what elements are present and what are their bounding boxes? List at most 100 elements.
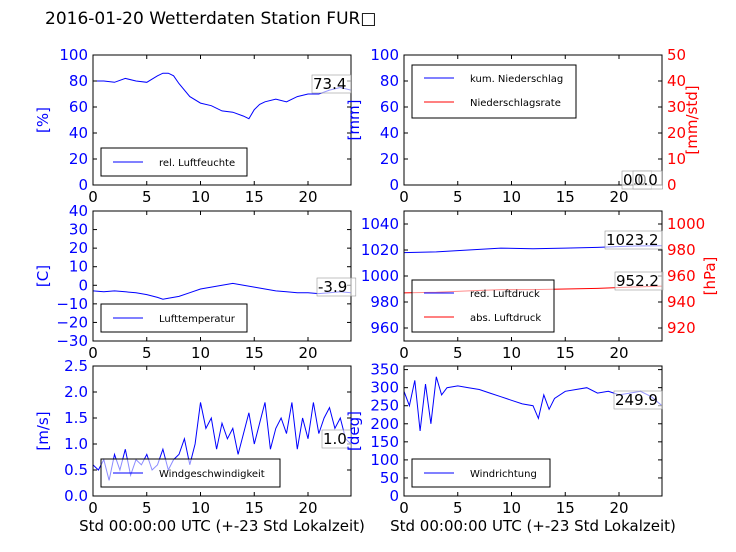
- y-tick-label: 20: [69, 239, 88, 257]
- value-annotation-box: [311, 74, 352, 94]
- value-annotation: -3.9: [318, 278, 347, 296]
- value-annotation: 1023.2: [606, 231, 659, 249]
- y2-tick-label: 980: [667, 241, 696, 259]
- x-tick-label: 20: [609, 188, 628, 206]
- y-tick-label: 10: [69, 258, 88, 276]
- y-tick-label: 80: [380, 72, 399, 90]
- value-annotation-box: [614, 271, 664, 291]
- value-annotation-box: [316, 277, 357, 297]
- legend: kum. Niederschlag Niederschlagsrate: [411, 64, 577, 119]
- x-tick-label: 10: [502, 499, 521, 517]
- value-annotation-box: [613, 390, 663, 410]
- y-tick-label: 960: [370, 319, 399, 337]
- legend-label: red. Luftdruck: [470, 289, 540, 300]
- y-tick-label: 1.0: [64, 435, 88, 453]
- chart-precip: 0 5 10 15 20 0 20 40 60 80 100 0 10 20 30 40 50 [mm] [mm/s…: [345, 46, 701, 206]
- value-annotation: 249.9: [615, 391, 658, 409]
- legend-label: Niederschlagsrate: [470, 98, 561, 109]
- y-tick-label: 0: [389, 487, 399, 505]
- y-tick-label: 40: [69, 124, 88, 142]
- y-tick-label: 1020: [361, 241, 399, 259]
- legend: red. Luftdruck abs. Luftdruck: [411, 279, 555, 333]
- y-tick-label: 1040: [361, 215, 399, 233]
- y-tick-label: 60: [69, 98, 88, 116]
- x-tick-label: 15: [556, 188, 575, 206]
- legend-box: [411, 279, 555, 333]
- x-tick-label: 0: [399, 188, 409, 206]
- plot-frame: [92, 210, 352, 342]
- x-tick-label: 5: [453, 188, 463, 206]
- y-tick-label: 980: [370, 293, 399, 311]
- y2-tick-label: 20: [667, 124, 686, 142]
- x-tick-label: 10: [502, 188, 521, 206]
- y-tick-label: −30: [56, 332, 88, 350]
- series-line-humidity-0: [93, 72, 351, 120]
- value-annotation: 1.0: [323, 430, 347, 448]
- y-axis-label: [mm]: [345, 100, 363, 141]
- figure-title: 2016-01-20 Wetterdaten Station FUR□: [45, 9, 377, 29]
- x-tick-label: 20: [298, 344, 317, 362]
- value-annotation: 73.4: [313, 75, 346, 93]
- x-tick-label: 10: [191, 344, 210, 362]
- x-tick-label: 15: [556, 344, 575, 362]
- y-tick-label: 0: [78, 176, 88, 194]
- legend-label: Windrichtung: [470, 469, 537, 480]
- y-tick-label: 0: [389, 176, 399, 194]
- y-tick-label: 300: [370, 379, 399, 397]
- value-annotation-box: [604, 230, 663, 250]
- y-axis-label: [C]: [34, 265, 52, 287]
- y-tick-label: 2.0: [64, 383, 88, 401]
- y2-tick-label: 10: [667, 150, 686, 168]
- y-tick-label: 1.5: [64, 409, 88, 427]
- legend: Windgeschwindigkeit: [100, 458, 281, 488]
- y2-axis-label: [hPa]: [701, 257, 719, 296]
- y2-tick-label: 50: [667, 46, 686, 64]
- legend-label: Windgeschwindigkeit: [159, 469, 265, 480]
- legend-label: abs. Luftdruck: [470, 313, 541, 324]
- y-axis-label: [deg]: [345, 411, 363, 451]
- chart-wind-speed: 0 5 10 15 20 0.0 0.5 1.0 1.5 2.0 2.5 [m/s] Std 00:00…: [34, 357, 365, 535]
- x-tick-label: 10: [502, 344, 521, 362]
- x-tick-label: 15: [245, 188, 264, 206]
- y2-axis-label: [mm/std]: [683, 85, 701, 154]
- y-tick-label: 40: [69, 202, 88, 220]
- y2-tick-label: 1000: [667, 215, 705, 233]
- x-tick-label: 10: [191, 188, 210, 206]
- plot-frame: [403, 365, 663, 497]
- y-tick-label: 100: [59, 46, 88, 64]
- x-tick-label: 20: [609, 499, 628, 517]
- y2-tick-label: 960: [667, 267, 696, 285]
- x-tick-label: 10: [191, 499, 210, 517]
- y-tick-label: 0.5: [64, 461, 88, 479]
- chart-pressure: 0 5 10 15 20 960 980 1000 1020 1040 920 940 960 980 10…: [361, 210, 719, 362]
- x-tick-label: 20: [609, 344, 628, 362]
- y-tick-label: 150: [370, 433, 399, 451]
- y2-tick-label: 30: [667, 98, 686, 116]
- y-tick-label: 50: [380, 469, 399, 487]
- legend-box: [411, 64, 577, 119]
- y-tick-label: 0: [78, 276, 88, 294]
- value-annotation: 0.0: [634, 171, 658, 189]
- y-tick-label: 2.5: [64, 357, 88, 375]
- y-tick-label: 20: [69, 150, 88, 168]
- y-tick-label: 100: [370, 46, 399, 64]
- y-tick-label: 250: [370, 397, 399, 415]
- series-line-wind-direction-0: [404, 376, 662, 432]
- legend: Lufttemperatur: [100, 303, 248, 333]
- x-tick-label: 15: [245, 344, 264, 362]
- chart-humidity: 0 5 10 15 20 0 20 40 60 80 100 [%] rel. Luftfeuchte 7…: [34, 46, 352, 206]
- y-tick-label: 100: [370, 451, 399, 469]
- plot-frame: [92, 54, 352, 186]
- y-tick-label: 1000: [361, 267, 399, 285]
- x-tick-label: 20: [298, 499, 317, 517]
- chart-temperature: 0 5 10 15 20−30−20−10010203040[C]Lufttempera…: [34, 202, 357, 362]
- x-tick-label: 0: [88, 499, 98, 517]
- legend-label: Lufttemperatur: [159, 314, 236, 325]
- value-annotation-box: [321, 429, 352, 449]
- x-tick-label: 5: [453, 499, 463, 517]
- y-axis-label: [m/s]: [34, 411, 52, 450]
- x-tick-label: 0: [88, 188, 98, 206]
- value-annotation: 952.2: [616, 272, 659, 290]
